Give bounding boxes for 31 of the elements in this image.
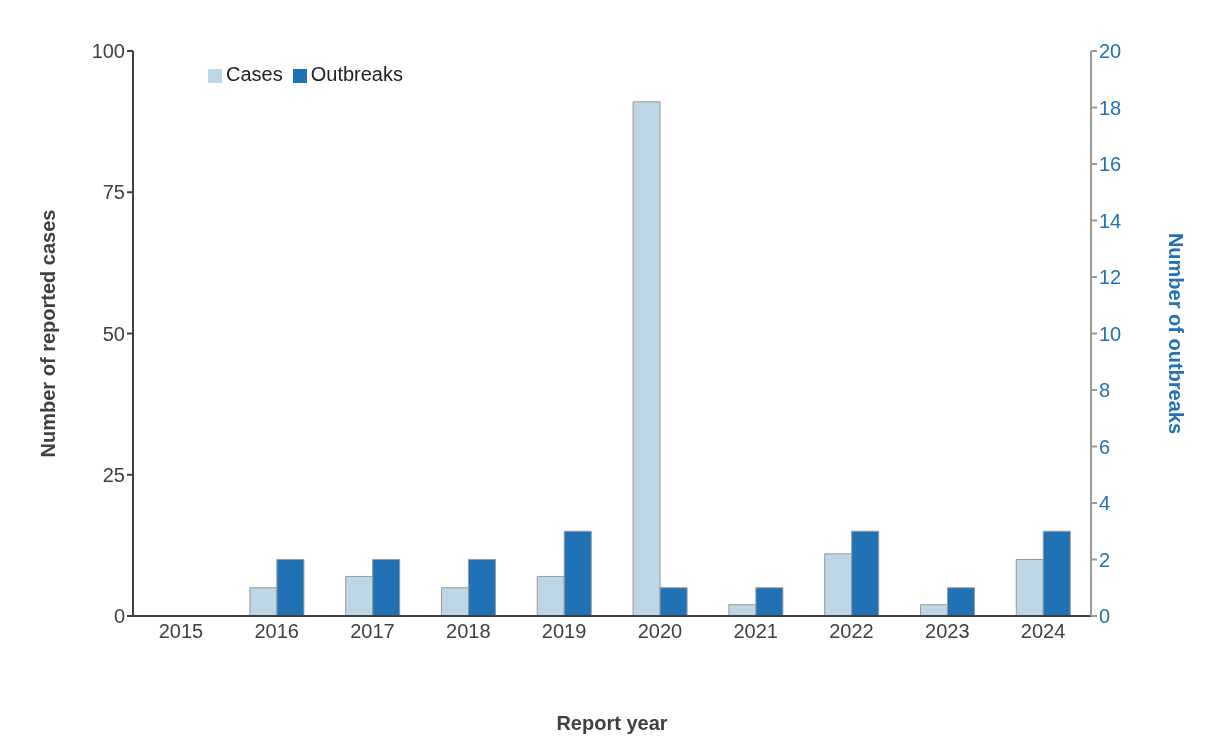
x-tick-label: 2019 bbox=[541, 620, 587, 643]
y-tick-label: 75 bbox=[102, 181, 125, 204]
y2-tick-label: 2 bbox=[1099, 548, 1111, 571]
legend-label: Outbreaks bbox=[310, 63, 403, 85]
y-tick-label: 50 bbox=[102, 322, 125, 345]
x-tick-label: 2022 bbox=[829, 620, 874, 643]
y2-tick-label: 14 bbox=[1099, 209, 1122, 232]
x-tick-label: 2017 bbox=[350, 620, 395, 643]
x-tick-label: 2020 bbox=[637, 620, 683, 643]
y2-tick-label: 4 bbox=[1099, 492, 1111, 515]
x-tick-label: 2015 bbox=[158, 620, 204, 643]
x-tick-label: 2018 bbox=[446, 620, 491, 643]
y-tick-label: 0 bbox=[113, 605, 125, 628]
x-tick-label: 2024 bbox=[1020, 620, 1066, 643]
y2-tick-label: 6 bbox=[1099, 435, 1111, 458]
y2-tick-label: 10 bbox=[1099, 322, 1122, 345]
y2-tick-label: 20 bbox=[1099, 40, 1122, 63]
x-axis-title: Report year bbox=[556, 712, 668, 735]
legend-label: Cases bbox=[226, 63, 283, 85]
y-tick-label: 100 bbox=[91, 40, 125, 63]
y-axis-title: Number of reported cases bbox=[37, 209, 60, 458]
x-tick-label: 2023 bbox=[925, 620, 970, 643]
x-tick-label: 2016 bbox=[254, 620, 299, 643]
y2-tick-label: 18 bbox=[1099, 96, 1122, 119]
y2-tick-label: 16 bbox=[1099, 153, 1122, 176]
y2-axis-title: Number of outbreaks bbox=[1164, 232, 1187, 435]
x-tick-label: 2021 bbox=[733, 620, 778, 643]
y2-tick-label: 0 bbox=[1099, 605, 1111, 628]
y2-tick-label: 12 bbox=[1099, 266, 1122, 289]
y2-tick-label: 8 bbox=[1099, 379, 1111, 402]
y-tick-label: 25 bbox=[102, 463, 125, 486]
